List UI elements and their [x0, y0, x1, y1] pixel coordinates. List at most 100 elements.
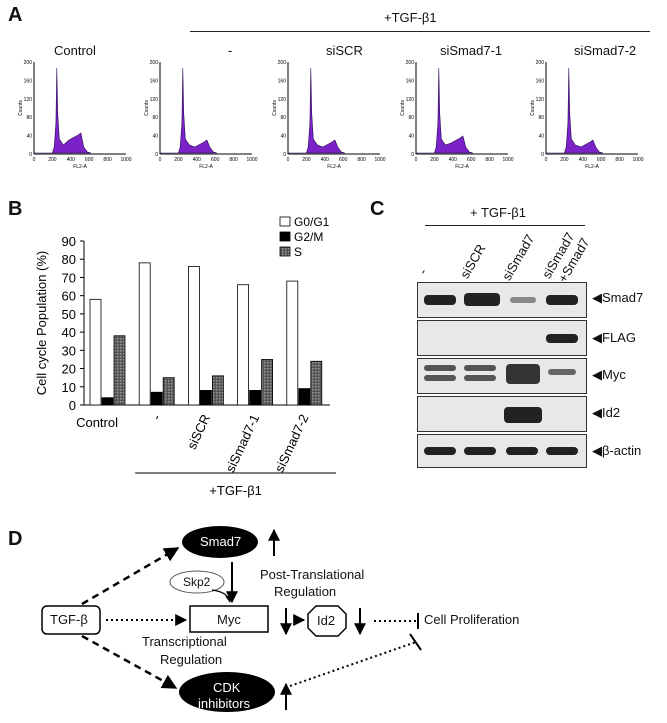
histogram-3: 0 40 80 120 160 200 0 200 400 600 800 1000 FL2-A Coun… [400, 60, 514, 168]
blot-band [424, 295, 456, 305]
panel-a-letter: A [8, 4, 23, 26]
histogram-y-label: Counts [18, 100, 24, 116]
bar-y-tick-label: 50 [62, 307, 76, 322]
histogram-y-tick: 0 [155, 152, 158, 158]
histogram-x-label: FL2-A [327, 164, 341, 168]
histogram-x-label: FL2-A [455, 164, 469, 168]
bar-g2-m [150, 391, 163, 406]
blot-band [546, 447, 578, 455]
bar-group-label: +TGF-β1 [209, 483, 262, 498]
pathway-diagram [41, 526, 422, 712]
inhibit-cdk-prolif [289, 641, 417, 687]
blot-band [424, 375, 456, 381]
histogram-fill [160, 67, 218, 154]
id2-label: Id2 [317, 613, 336, 628]
skp2-label: Skp2 [183, 575, 211, 589]
blot-row-label: ◀FLAG [592, 330, 636, 345]
legend-swatch [279, 246, 291, 257]
blot-band [464, 365, 496, 371]
skp2-to-myc-arrow [211, 589, 233, 603]
bar-g0-g1 [138, 262, 151, 406]
blot-band [548, 369, 576, 375]
bar-category-label: - [148, 412, 163, 422]
tgfb-box [41, 605, 101, 635]
histogram-x-tick: 400 [193, 157, 202, 163]
histogram-y-tick: 40 [26, 134, 32, 140]
blot-smad7 [417, 282, 587, 318]
cell-proliferation-label: Cell Proliferation [424, 612, 520, 627]
histogram-x-tick: 600 [597, 157, 606, 163]
histogram-x-tick: 800 [357, 157, 366, 163]
post-translational-label: Post-Translational [260, 567, 365, 582]
blot-band [464, 375, 496, 381]
bar-y-tick-label: 10 [62, 380, 76, 395]
histogram-y-tick: 80 [538, 115, 544, 121]
cell-cycle-bar-chart: 0 10 20 30 40 50 60 70 80 90 Cell cycle Population… [34, 215, 336, 498]
histogram-y-label: Counts [400, 100, 406, 116]
histogram-x-tick: 400 [449, 157, 458, 163]
histogram-1: 0 40 80 120 160 200 0 200 400 600 800 1000 FL2-A Coun… [144, 60, 258, 168]
histogram-y-label: Counts [272, 100, 278, 116]
bar-category-label: siSmad7-1 [222, 412, 262, 475]
histogram-y-tick: 80 [152, 115, 158, 121]
histogram-x-tick: 400 [67, 157, 76, 163]
histogram-x-tick: 1000 [120, 157, 131, 163]
histogram-x-tick: 1000 [374, 157, 385, 163]
bar-g2-m [199, 390, 212, 406]
panel-c-treatment-line [425, 225, 585, 226]
bar-g0-g1 [286, 280, 299, 406]
histogram-x-tick: 0 [287, 157, 290, 163]
histogram-y-tick: 120 [24, 97, 33, 103]
bar-s [113, 335, 126, 406]
tgfb-label: TGF-β [50, 612, 88, 627]
myc-label: Myc [217, 612, 241, 627]
histogram-title: siSmad7-2 [574, 43, 637, 58]
histogram-y-tick: 120 [406, 97, 415, 103]
bar-category-label: siSCR [184, 412, 213, 452]
histogram-x-tick: 0 [33, 157, 36, 163]
histogram-4: 0 40 80 120 160 200 0 200 400 600 800 1000 FL2-A Coun… [530, 60, 644, 168]
blot-band [464, 293, 500, 306]
myc-box [189, 605, 269, 633]
lane-label: - [415, 265, 431, 277]
histogram-x-tick: 200 [302, 157, 311, 163]
blot-myc [417, 358, 587, 394]
panel-a-treatment-line [190, 31, 650, 32]
post-translational-label-2: Regulation [274, 584, 337, 599]
transcriptional-label-2: Regulation [160, 652, 223, 667]
bar-y-tick-label: 80 [62, 252, 76, 267]
panel-b-letter: B [8, 198, 23, 220]
histogram-y-tick: 40 [538, 134, 544, 140]
blot-band [506, 447, 538, 455]
bar-y-tick-label: 20 [62, 362, 76, 377]
bar-s [261, 359, 274, 406]
histogram-x-tick: 0 [415, 157, 418, 163]
blot-band [546, 334, 578, 343]
histogram-x-tick: 800 [229, 157, 238, 163]
histogram-title: - [228, 43, 233, 58]
cdk-inhibitors-ellipse [179, 672, 275, 712]
blot-band [510, 297, 536, 303]
histogram-title: siSCR [326, 43, 363, 58]
histogram-y-tick: 120 [536, 97, 545, 103]
bar-g0-g1 [187, 266, 200, 406]
histogram-y-tick: 0 [283, 152, 286, 158]
legend-swatch [279, 231, 291, 242]
histogram-x-tick: 1000 [632, 157, 643, 163]
histogram-y-tick: 80 [408, 115, 414, 121]
blot-flag [417, 320, 587, 356]
histogram-title: siSmad7-1 [440, 43, 503, 58]
bar-g0-g1 [237, 284, 250, 406]
bar-g0-g1 [89, 298, 102, 406]
histogram-y-tick: 200 [536, 60, 545, 66]
blot-row-label: ◀Smad7 [592, 290, 644, 305]
blot-row-label: ◀β-actin [592, 443, 642, 458]
histogram-x-tick: 600 [467, 157, 476, 163]
histogram-y-tick: 40 [152, 134, 158, 140]
bar-y-tick-label: 40 [62, 325, 76, 340]
blot-band [424, 365, 456, 371]
blot-row-label: ◀Id2 [592, 405, 621, 420]
histogram-x-tick: 1000 [502, 157, 513, 163]
histogram-x-tick: 0 [159, 157, 162, 163]
blot-band [546, 295, 578, 305]
